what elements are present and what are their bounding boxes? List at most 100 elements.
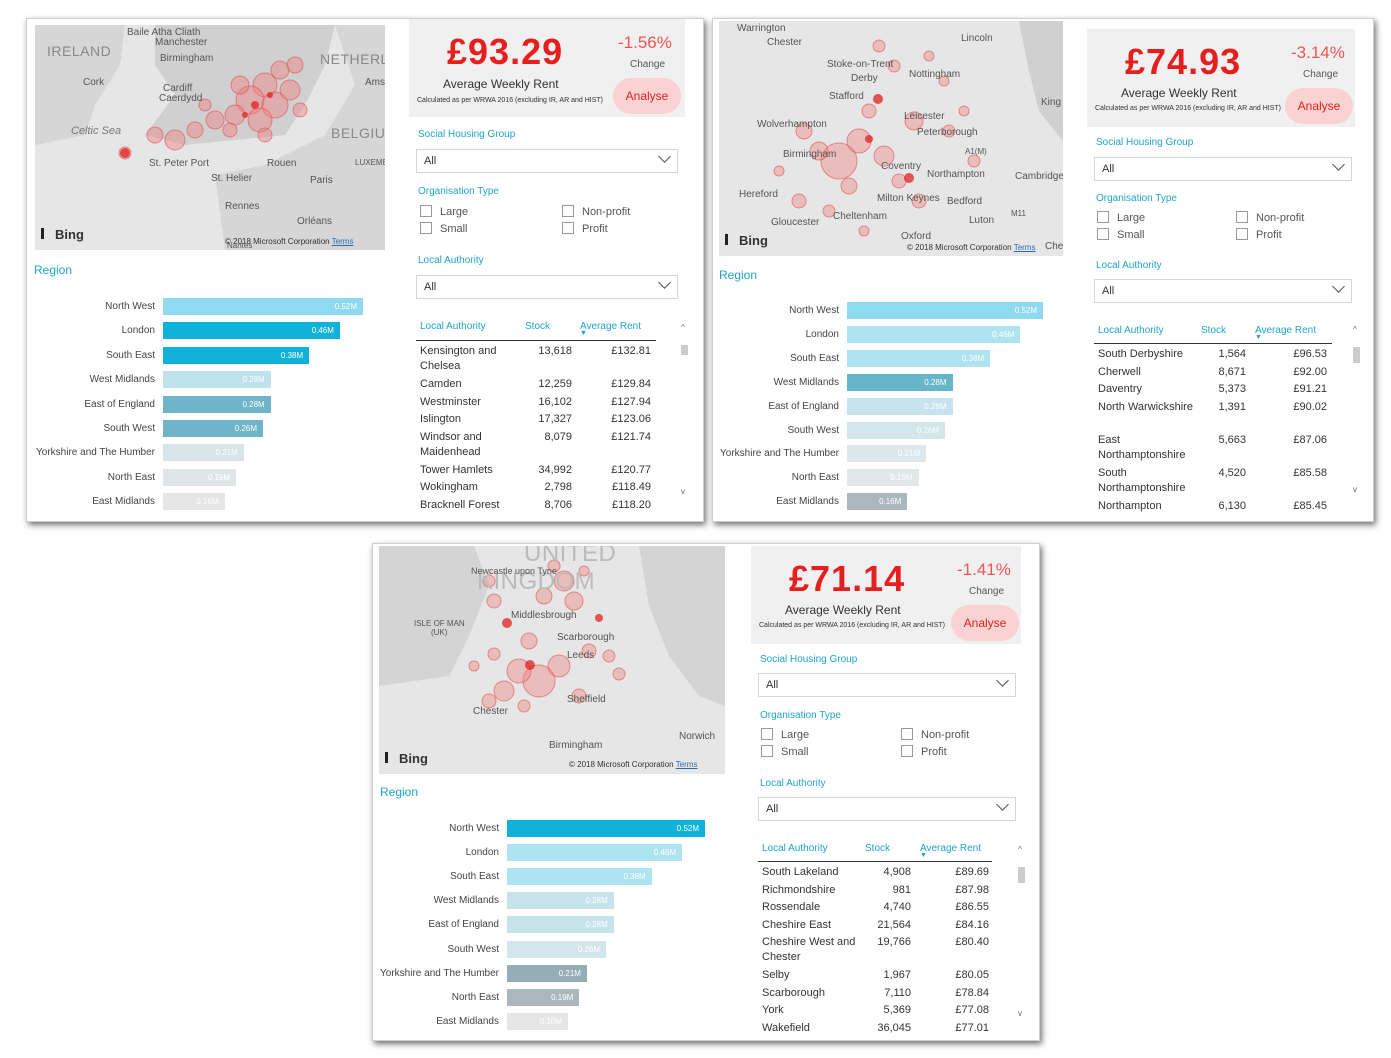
scroll-thumb[interactable] (1018, 867, 1025, 883)
analyse-button[interactable]: Analyse (951, 605, 1019, 641)
table-scrollbar[interactable]: ^ v (681, 323, 688, 503)
scroll-down-icon[interactable]: v (1353, 485, 1357, 494)
terms-link[interactable]: Terms (331, 237, 354, 246)
map-label: Nantes (227, 241, 253, 250)
region-bar[interactable] (507, 892, 614, 910)
table-cell: £77.01 (955, 1021, 989, 1034)
local-authority-dropdown[interactable]: All (1094, 279, 1352, 303)
table-scrollbar[interactable]: ^ v (1353, 325, 1360, 501)
map-label: St. Helier (211, 173, 253, 184)
checkbox-profit[interactable]: Profit (562, 222, 608, 235)
table-cell: South Derbyshire (1098, 348, 1183, 360)
table-cell: East Northamptonshire (1098, 433, 1186, 461)
kpi-label: Average Weekly Rent (443, 77, 559, 91)
region-bar[interactable] (847, 349, 991, 367)
table-header-stock[interactable]: Stock (1201, 325, 1227, 336)
checkbox-large[interactable]: Large (761, 728, 809, 741)
checkbox-icon (901, 728, 913, 740)
region-bar-value: 0.38M (280, 350, 304, 360)
table-header-average-rent[interactable]: Average Rent (580, 321, 641, 332)
region-bar[interactable] (163, 420, 263, 437)
checkbox-profit[interactable]: Profit (1236, 228, 1282, 241)
map-visual[interactable]: Warrington Chester Lincoln Stoke-on-Tren… (719, 21, 1063, 256)
region-bar[interactable] (847, 493, 908, 511)
checkbox-nonprofit[interactable]: Non-profit (562, 205, 630, 218)
region-bar[interactable] (847, 469, 919, 487)
table-scrollbar[interactable]: ^ v (1018, 845, 1025, 1025)
table-cell: 1,967 (883, 969, 911, 981)
map-label: Stafford (829, 91, 864, 102)
terms-link[interactable]: Terms (1013, 243, 1036, 252)
scroll-up-icon[interactable]: ^ (681, 323, 685, 332)
table-header-stock[interactable]: Stock (865, 843, 891, 854)
scroll-down-icon[interactable]: v (1018, 1009, 1022, 1018)
scroll-thumb[interactable] (681, 345, 688, 355)
map-visual[interactable]: IRELAND Baile Atha Cliath Manchester Bir… (35, 25, 385, 250)
table-cell: £91.21 (1293, 383, 1327, 395)
table-header-average-rent[interactable]: Average Rent (920, 843, 981, 854)
region-bar[interactable] (847, 445, 927, 463)
region-bar[interactable] (163, 371, 271, 389)
map-label: Birmingham (549, 740, 603, 751)
kpi-note: Calculated as per WRWA 2016 (excluding I… (759, 622, 945, 629)
filter-title-org-type: Organisation Type (1096, 193, 1177, 204)
analyse-button[interactable]: Analyse (613, 78, 681, 114)
kpi-change-label: Change (969, 586, 1005, 597)
region-bar[interactable] (163, 395, 271, 413)
region-bar[interactable] (507, 964, 587, 982)
region-bar-value: 0.28M (242, 399, 265, 409)
local-authority-dropdown[interactable]: All (758, 797, 1016, 821)
region-bar[interactable] (163, 468, 237, 486)
region-bar[interactable] (163, 322, 340, 340)
checkbox-small[interactable]: Small (1097, 228, 1145, 241)
region-bar[interactable] (163, 444, 244, 462)
region-bar[interactable] (507, 916, 614, 934)
checkbox-nonprofit[interactable]: Non-profit (901, 728, 969, 741)
social-group-dropdown[interactable]: All (1094, 157, 1352, 181)
region-bar[interactable] (507, 868, 652, 886)
table-header-local-authority[interactable]: Local Authority (762, 843, 828, 854)
region-label: East of England (768, 400, 839, 412)
map-visual[interactable]: UNITED KINGDOM Newcastle upon Tyne ISLE … (379, 546, 725, 774)
table-header-average-rent[interactable]: Average Rent (1255, 325, 1316, 336)
table-header-local-authority[interactable]: Local Authority (420, 321, 486, 332)
scroll-thumb[interactable] (1353, 347, 1360, 363)
table-header-local-authority[interactable]: Local Authority (1098, 325, 1164, 336)
region-bar[interactable] (163, 493, 225, 511)
region-bar[interactable] (847, 302, 1043, 319)
region-bar[interactable] (847, 397, 953, 415)
scroll-down-icon[interactable]: v (681, 487, 685, 496)
region-bar[interactable] (507, 820, 705, 837)
region-bar[interactable] (847, 325, 1021, 343)
region-bar[interactable] (507, 988, 580, 1006)
local-authority-dropdown[interactable]: All (416, 275, 678, 299)
region-bar[interactable] (507, 940, 606, 958)
bing-logo-icon: Bing (385, 751, 428, 766)
checkbox-icon (420, 222, 432, 234)
scroll-up-icon[interactable]: ^ (1353, 325, 1357, 334)
table-header-stock[interactable]: Stock (525, 321, 551, 332)
scroll-up-icon[interactable]: ^ (1018, 845, 1022, 854)
social-group-dropdown[interactable]: All (416, 149, 678, 173)
checkbox-nonprofit[interactable]: Non-profit (1236, 211, 1304, 224)
region-bar-value: 0.26M (916, 425, 939, 435)
map-label: IRELAND (47, 43, 112, 59)
social-group-dropdown[interactable]: All (758, 673, 1016, 697)
terms-link[interactable]: Terms (675, 760, 698, 769)
analyse-button[interactable]: Analyse (1285, 88, 1353, 124)
checkbox-large[interactable]: Large (1097, 211, 1145, 224)
region-bar[interactable] (847, 421, 945, 439)
region-bar[interactable] (163, 346, 310, 364)
table-cell: Windsor and Maidenhead (420, 430, 482, 458)
region-bar[interactable] (163, 298, 363, 315)
region-bar[interactable] (507, 1012, 568, 1030)
region-bar[interactable] (847, 373, 953, 391)
region-bar-value: 0.16M (196, 497, 219, 507)
map-label: Sheffield (567, 694, 606, 705)
checkbox-large[interactable]: Large (420, 205, 468, 218)
checkbox-small[interactable]: Small (420, 222, 468, 235)
checkbox-profit[interactable]: Profit (901, 745, 947, 758)
kpi-change-label: Change (630, 59, 666, 70)
checkbox-small[interactable]: Small (761, 745, 809, 758)
region-bar[interactable] (507, 844, 683, 862)
